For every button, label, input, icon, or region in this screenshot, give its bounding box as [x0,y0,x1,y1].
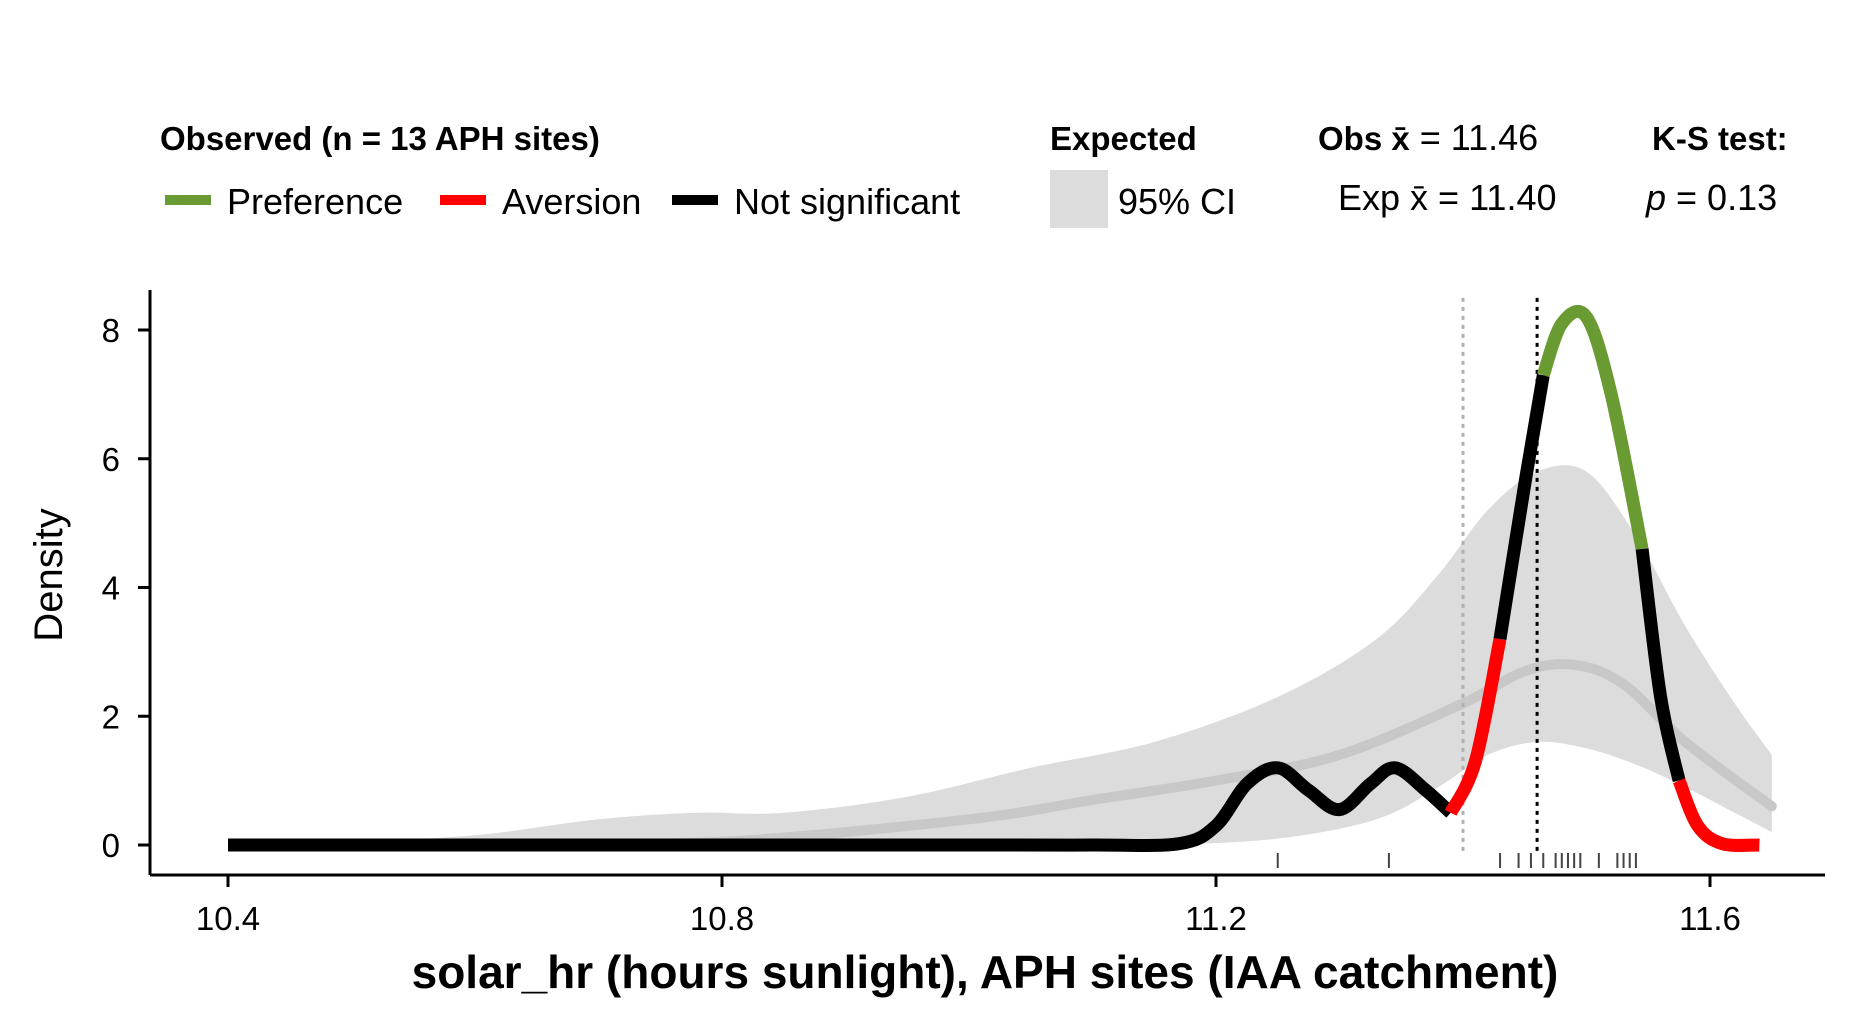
obs-mean-prefix: Obs [1318,120,1391,157]
observed-density-segment-preference [1537,304,1649,551]
p-value: = 0.13 [1666,177,1777,218]
legend-swatch-aversion [440,195,486,205]
x-axis-title: solar_hr (hours sunlight), APH sites (IA… [412,946,1559,998]
obs-mean-label: Obs x̄ = 11.46 [1318,117,1538,158]
observed-density-segment-not-significant [1635,548,1686,783]
observed-density-segment-aversion [1673,778,1760,852]
expected-mean-curve [470,658,1777,850]
y-tick-label: 4 [102,570,120,607]
exp-mean-label: Exp x̄ = 11.40 [1338,177,1557,218]
exp-mean-value: = 11.40 [1428,177,1556,218]
obs-mean-symbol: x̄ [1391,120,1410,157]
obs-mean-value: = 11.46 [1410,117,1538,158]
legend-label-aversion: Aversion [502,181,641,222]
rug-layer [1276,853,1637,868]
legend-label-ci: 95% CI [1118,181,1236,222]
observed-density-segment-aversion [1444,637,1507,816]
ks-test-title: K-S test: [1652,120,1788,157]
x-tick-label: 10.8 [690,900,754,937]
exp-mean-symbol: x̄ [1410,177,1428,218]
legend-swatch-not-significant [672,195,718,205]
legend-swatch-ci [1050,170,1108,228]
observed-density-segment-not-significant [1493,374,1550,641]
observed-density-segment-not-significant [227,761,1456,852]
expected-ci-band [351,465,1772,846]
p-symbol: p [1645,177,1666,218]
expected-ci-band-layer [351,465,1772,846]
axes-layer: 0 2 4 6 8 10.4 10.8 11.2 11.6 [102,290,1825,937]
y-tick-label: 2 [102,698,120,735]
expected-mean-layer [470,658,1777,850]
y-tick-label: 0 [102,827,120,864]
y-tick-label: 6 [102,441,120,478]
exp-mean-prefix: Exp [1338,177,1410,218]
observed-density-layer [227,304,1760,852]
legend-expected-title: Expected [1050,120,1197,157]
y-tick-label: 8 [102,312,120,349]
x-tick-label: 11.6 [1679,900,1741,937]
ks-test-p-value: p = 0.13 [1645,177,1777,218]
legend-observed-title: Observed (n = 13 APH sites) [160,120,600,157]
x-tick-label: 10.4 [196,900,260,937]
legend: Observed (n = 13 APH sites) Preference A… [160,117,1788,228]
legend-label-not-significant: Not significant [734,181,960,222]
legend-swatch-preference [165,195,211,205]
x-tick-label: 11.2 [1185,900,1247,937]
legend-label-preference: Preference [227,181,403,222]
y-axis-title: Density [27,508,71,641]
